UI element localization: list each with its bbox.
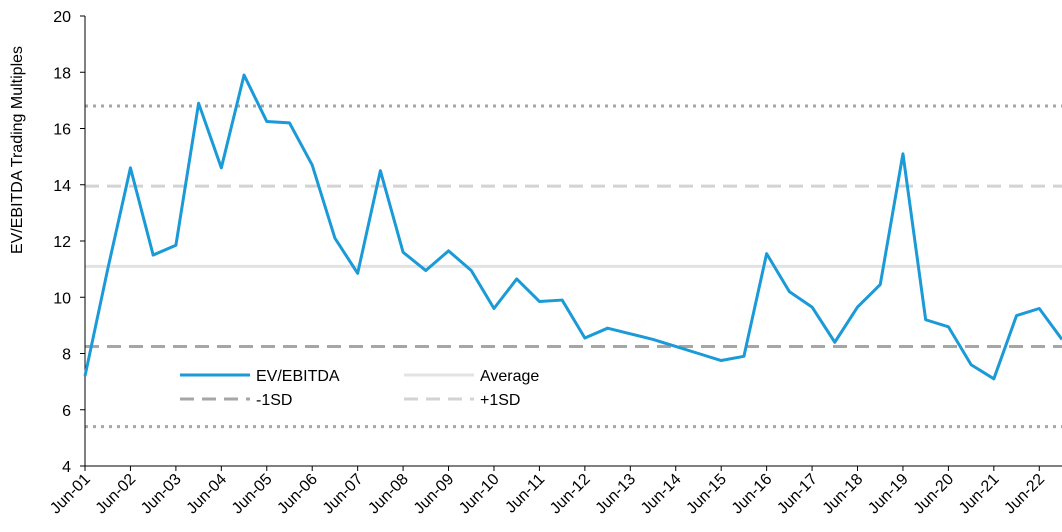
- x-tick-label: Jun-14: [638, 471, 685, 518]
- y-tick-label: 14: [53, 178, 71, 195]
- x-tick-label: Jun-07: [320, 471, 367, 518]
- y-tick-label: 8: [62, 347, 71, 364]
- y-tick-label: 4: [62, 459, 71, 476]
- y-tick-label: 6: [62, 403, 71, 420]
- x-tick-label: Jun-13: [593, 471, 640, 518]
- x-tick-label: Jun-06: [274, 471, 321, 518]
- y-axis-label: EV/EBITDA Trading Multiples: [9, 46, 26, 254]
- x-tick-label: Jun-11: [502, 471, 548, 517]
- data-line: [83, 73, 1062, 381]
- x-tick-label: Jun-21: [956, 471, 1003, 518]
- x-tick-label: Jun-03: [138, 471, 185, 518]
- x-tick-label: Jun-22: [1001, 471, 1048, 518]
- x-tick-label: Jun-20: [911, 471, 958, 518]
- x-tick-label: Jun-17: [774, 471, 821, 518]
- x-tick-label: Jun-04: [184, 471, 231, 518]
- y-tick-label: 16: [53, 122, 71, 139]
- legend-label: +1SD: [480, 392, 520, 409]
- y-tick-label: 18: [53, 65, 71, 82]
- x-tick-label: Jun-18: [820, 471, 867, 518]
- y-tick-label: 12: [53, 234, 71, 251]
- x-tick-label: Jun-16: [729, 471, 776, 518]
- y-tick-label: 10: [53, 290, 71, 307]
- legend-label: -1SD: [256, 392, 292, 409]
- x-tick-label: Jun-05: [229, 471, 276, 518]
- x-tick-label: Jun-15: [683, 471, 730, 518]
- x-tick-label: Jun-08: [365, 471, 412, 518]
- legend-label: Average: [480, 368, 539, 385]
- x-tick-label: Jun-01: [47, 471, 94, 518]
- x-tick-label: Jun-10: [456, 471, 503, 518]
- x-tick-label: Jun-12: [547, 471, 594, 518]
- x-tick-label: Jun-19: [865, 471, 912, 518]
- x-tick-label: Jun-02: [93, 471, 140, 518]
- legend-label: EV/EBITDA: [256, 368, 340, 385]
- x-tick-label: Jun-09: [411, 471, 458, 518]
- y-tick-label: 20: [53, 9, 71, 26]
